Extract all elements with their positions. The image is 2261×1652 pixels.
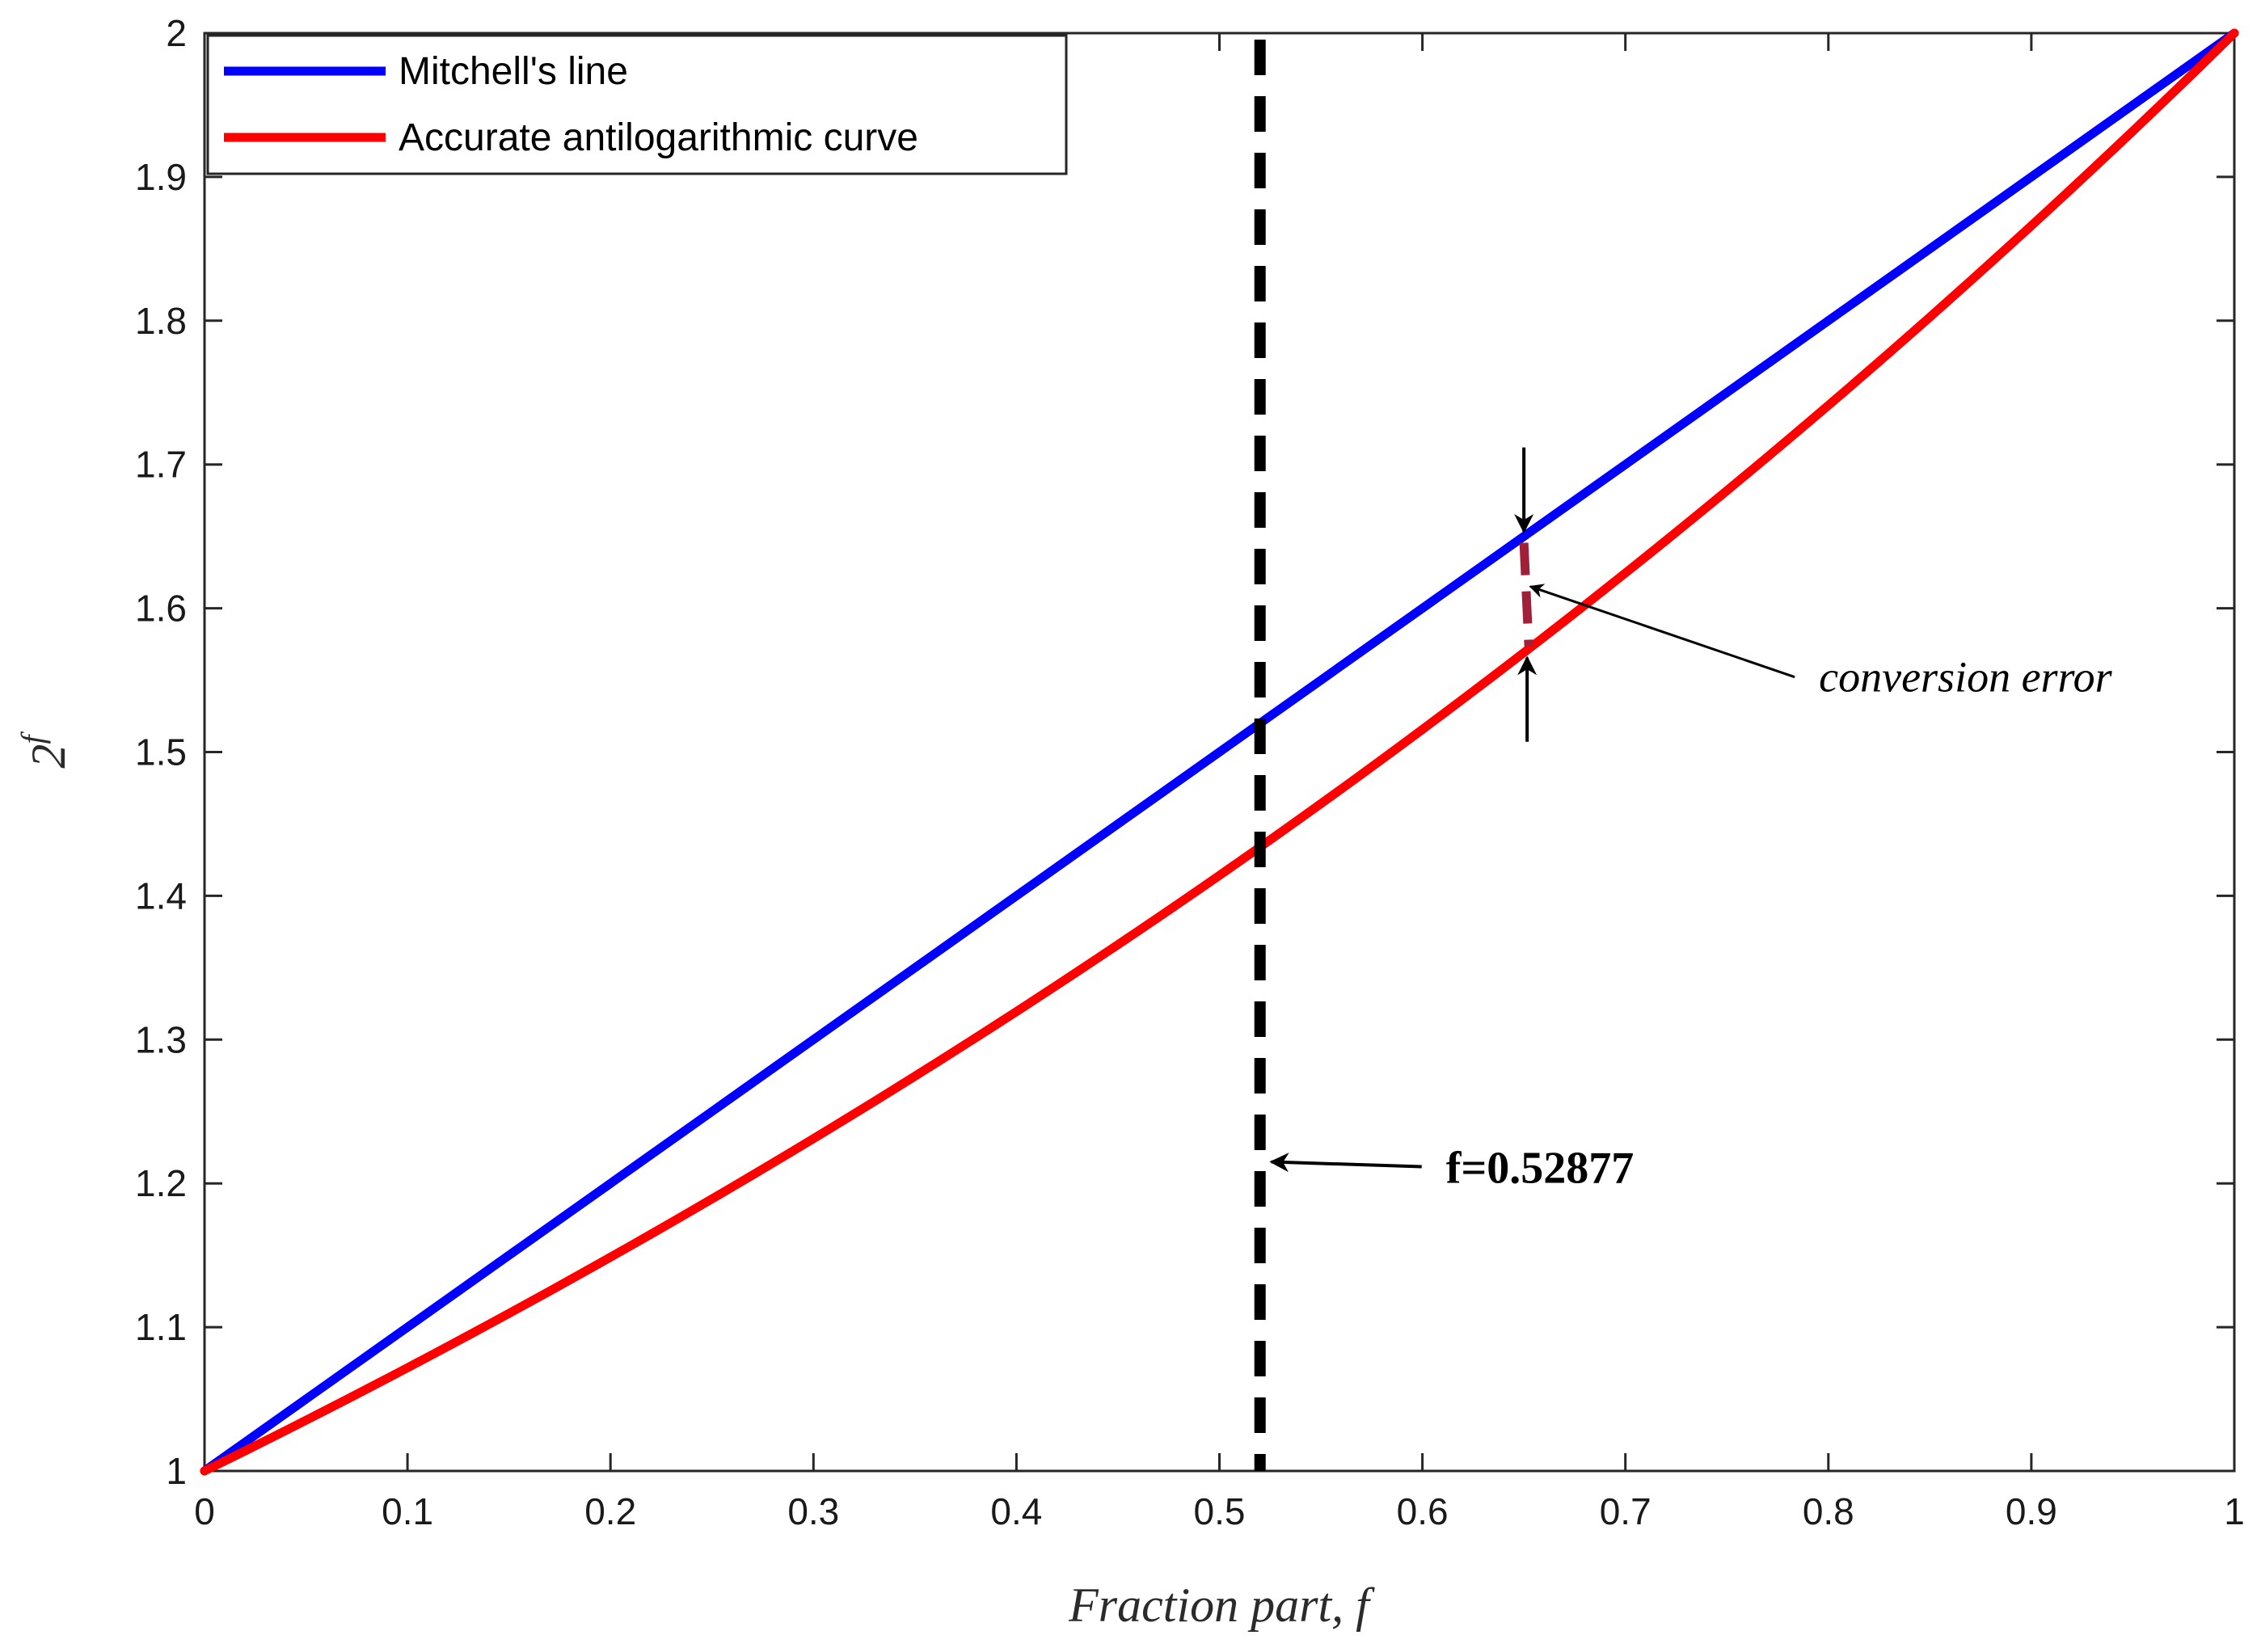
legend: Mitchell's line Accurate antilogarithmic… xyxy=(206,34,1068,175)
y-tick-label: 1 xyxy=(166,1450,187,1492)
y-tick-label: 1.5 xyxy=(135,731,187,773)
legend-label-accurate: Accurate antilogarithmic curve xyxy=(399,116,918,159)
svg-text:2f: 2f xyxy=(15,731,75,769)
y-axis-title-exponent: f xyxy=(15,731,51,744)
x-tick-label: 0.6 xyxy=(1397,1490,1449,1532)
x-tick-label: 0.9 xyxy=(2006,1490,2057,1532)
y-tick-label: 1.6 xyxy=(135,588,187,630)
series-line-accurate xyxy=(200,28,2239,1476)
x-tick-label: 0.5 xyxy=(1194,1490,1246,1532)
conversion-error-label: conversion error xyxy=(1819,653,2112,702)
y-tick-label: 1.8 xyxy=(135,300,187,342)
x-tick-label: 0.4 xyxy=(990,1490,1042,1532)
y-tick-label: 1.2 xyxy=(135,1162,187,1204)
x-tick-labels: 0 0.1 0.2 0.3 0.4 0.5 0.6 0.7 0.8 0.9 1 xyxy=(194,1490,2245,1532)
x-tick-label: 0.7 xyxy=(1600,1490,1651,1532)
x-tick-label: 1 xyxy=(2224,1490,2245,1532)
y-tick-label: 2 xyxy=(166,12,187,54)
x-tick-label: 0.8 xyxy=(1803,1490,1854,1532)
y-tick-label: 1.4 xyxy=(135,874,187,917)
y-tick-label: 1.7 xyxy=(135,444,187,486)
y-tick-labels: 1 1.1 1.2 1.3 1.4 1.5 1.6 1.7 1.8 1.9 2 xyxy=(135,12,187,1492)
f-value-label: f=0.52877 xyxy=(1446,1144,1635,1194)
x-tick-label: 0.1 xyxy=(382,1490,433,1532)
x-axis-title: Fraction part, f xyxy=(1068,1578,1375,1632)
series-line-mitchell xyxy=(200,28,2239,1476)
y-tick-label: 1.1 xyxy=(135,1306,187,1348)
y-tick-label: 1.9 xyxy=(135,156,187,198)
x-tick-label: 0.3 xyxy=(787,1490,839,1532)
error-pointer-arrow xyxy=(1529,584,1795,679)
legend-label-mitchell: Mitchell's line xyxy=(399,50,628,93)
x-tick-label: 0 xyxy=(194,1490,215,1532)
legend-box xyxy=(206,34,1068,175)
x-tick-label: 0.2 xyxy=(584,1490,636,1532)
y-tick-label: 1.3 xyxy=(135,1018,187,1060)
y-axis-title-base: 2 xyxy=(22,744,75,769)
y-axis-title: 2f xyxy=(15,731,75,769)
f-value-pointer-arrow xyxy=(1269,1153,1422,1173)
conversion-error-segment xyxy=(1519,542,1533,647)
